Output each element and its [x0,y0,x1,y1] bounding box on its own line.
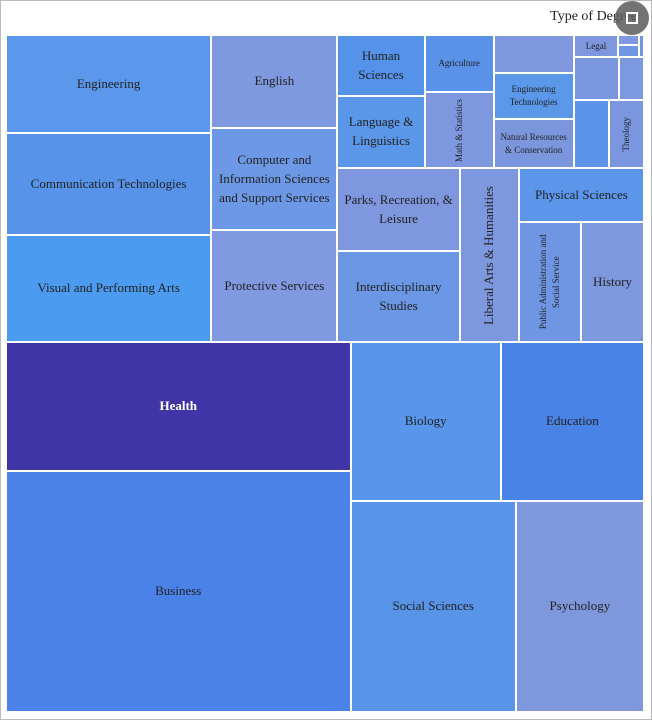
treemap-cell: Communication Technologies [6,133,212,236]
cell-label: Computer and Information Sciences and Su… [218,151,330,205]
cell-label: Language & Linguistics [348,114,414,149]
treemap-cell [618,44,639,58]
cell-label: Interdisciplinary Studies [355,279,442,313]
expand-button[interactable] [615,1,649,35]
cell-label: Legal [585,40,607,51]
cell-label: Protective Services [224,277,325,293]
treemap-cell: Education [500,342,644,501]
treemap-cell: Agriculture [424,35,494,93]
treemap-cell: Human Sciences [337,35,425,97]
cell-label: Engineering Technologies [509,84,558,108]
treemap-cell: Liberal Arts & Humanities [459,168,519,343]
treemap-cell [638,35,644,58]
treemap-cell: Language & Linguistics [337,96,425,169]
cell-label: Business [155,582,202,598]
cell-label: Public Administration and Social Service [537,235,561,330]
treemap-cell: Math & Statistics [424,92,494,169]
treemap-cell: Interdisciplinary Studies [337,251,460,343]
cell-label: Psychology [549,597,611,613]
cell-label: Agriculture [438,58,480,69]
treemap-cell: Visual and Performing Arts [6,235,212,343]
cell-label: English [254,73,295,89]
treemap-cell: Legal [573,35,619,58]
cell-label: Social Sciences [392,597,474,613]
treemap-cell: Engineering [6,35,212,134]
treemap-cell: History [580,222,644,343]
treemap-cell: English [211,35,338,129]
cell-label: Parks, Recreation, & Leisure [344,191,453,226]
treemap-cell: Protective Services [211,230,338,343]
cell-label: Liberal Arts & Humanities [480,185,496,325]
treemap-cell: Public Administration and Social Service [518,222,581,343]
treemap-cell: Theology [608,100,644,169]
treemap-cell [573,57,619,101]
cell-label: Engineering [76,75,141,91]
cell-label: Math & Statistics [453,98,464,162]
treemap-cell: Biology [350,342,501,501]
treemap-cell [618,57,644,101]
cell-label: Visual and Performing Arts [37,280,180,296]
cell-label: Physical Sciences [534,186,628,202]
cell-label: History [592,273,632,289]
treemap-cell: Business [6,470,351,712]
cell-label: Biology [404,413,447,429]
treemap-cell: Psychology [515,500,644,712]
treemap-cell: Parks, Recreation, & Leisure [337,168,460,252]
treemap-cell: Social Sciences [350,500,516,712]
cell-label: Theology [620,117,631,152]
treemap-cell: Computer and Information Sciences and Su… [211,128,338,231]
cell-label: Communication Technologies [30,175,187,191]
treemap-cell [493,35,574,74]
cell-label: Natural Resources & Conservation [500,131,567,155]
treemap-cell: Engineering Technologies [493,73,574,120]
treemap-cell [573,100,609,169]
treemap-cell: Physical Sciences [518,168,644,223]
treemap-cell: Health [6,342,351,471]
cell-label: Health [159,398,198,414]
treemap-cell: Natural Resources & Conservation [493,119,574,169]
cell-label: Human Sciences [358,47,404,82]
cell-label: Education [546,413,599,429]
treemap-cell [618,35,639,45]
